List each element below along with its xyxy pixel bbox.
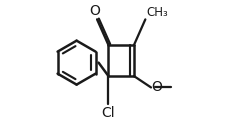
Text: Cl: Cl	[102, 106, 115, 120]
Text: O: O	[152, 80, 163, 94]
Text: O: O	[90, 4, 100, 18]
Text: CH₃: CH₃	[147, 6, 168, 19]
